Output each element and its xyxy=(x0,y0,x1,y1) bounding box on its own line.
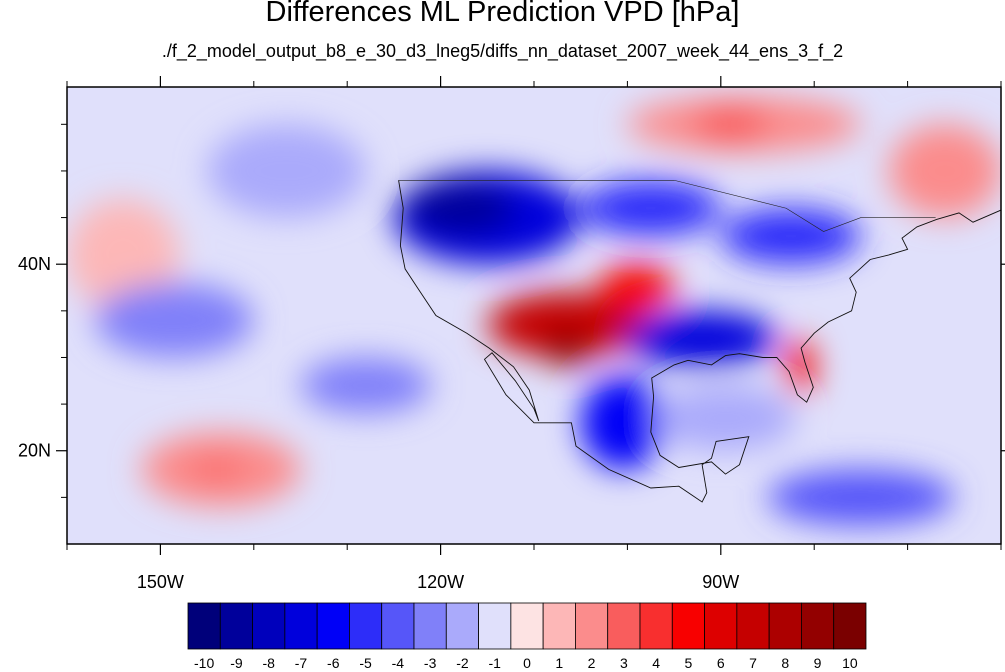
coastline-outline xyxy=(398,179,1001,503)
region-northwest-core xyxy=(403,180,516,237)
colorbar-label: -6 xyxy=(327,655,340,671)
region-east-pacific-low xyxy=(95,282,254,358)
colorbar-label: 6 xyxy=(717,655,725,671)
region-northeast-pacific-high xyxy=(692,105,768,143)
map-subtitle: ./f_2_model_output_b8_e_30_d3_lneg5/diff… xyxy=(161,41,844,61)
region-southwest-high xyxy=(487,292,647,358)
colorbar-label: -1 xyxy=(488,655,501,671)
colorbar-label: 1 xyxy=(555,655,563,671)
y-tick-label: 20N xyxy=(18,441,51,461)
map-plot-area[interactable] xyxy=(67,87,1001,544)
colorbar-swatch xyxy=(768,602,802,650)
colorbar-swatch xyxy=(219,602,253,650)
y-tick-label: 40N xyxy=(18,254,51,274)
colorbar-label: 7 xyxy=(749,655,757,671)
colorbar-label: 5 xyxy=(685,655,693,671)
colorbar-label: 4 xyxy=(652,655,660,671)
vpd-difference-field xyxy=(67,96,1001,526)
colorbar-swatch xyxy=(510,602,544,650)
colorbar-swatch xyxy=(316,602,350,650)
colorbar-swatch xyxy=(704,602,738,650)
colorbar-label: 10 xyxy=(842,655,858,671)
region-florida-high xyxy=(786,338,815,395)
north-america-coastline xyxy=(398,180,1001,503)
colorbar-label: -3 xyxy=(424,655,437,671)
region-great-lakes-low xyxy=(720,208,861,265)
region-hawaii-core xyxy=(188,460,245,479)
region-north-pacific-low xyxy=(207,124,366,218)
colorbar-swatch xyxy=(671,602,705,650)
colorbar-swatch xyxy=(445,602,479,650)
region-plains-high xyxy=(599,264,675,311)
region-southwest-core xyxy=(543,329,591,367)
colorbar-label: 2 xyxy=(588,655,596,671)
region-atlantic-high xyxy=(888,124,1001,218)
colorbar-swatch xyxy=(381,602,415,650)
colorbar-swatch xyxy=(639,602,673,650)
x-tick-label: 150W xyxy=(137,572,184,592)
colorbar-swatch xyxy=(542,602,576,650)
colorbar: -10 -9 -8 -7 -6 -5 -4 -3 -2 -1 0 1 2 3 4 5 6 7 8 9 10 xyxy=(187,602,867,671)
colorbar-label: -4 xyxy=(392,655,405,671)
colorbar-swatch xyxy=(187,602,221,650)
colorbar-label: -2 xyxy=(456,655,469,671)
colorbar-label: -9 xyxy=(230,655,243,671)
colorbar-swatch xyxy=(284,602,318,650)
colorbar-swatch xyxy=(413,602,447,650)
region-caribbean-low xyxy=(767,469,955,526)
region-southeast-low xyxy=(627,310,777,367)
colorbar-label: -10 xyxy=(194,655,214,671)
region-central-pacific-low xyxy=(300,357,432,414)
colorbar-swatch xyxy=(736,602,770,650)
colorbar-label: -7 xyxy=(295,655,308,671)
colorbar-swatch xyxy=(801,602,835,650)
region-gulf-low xyxy=(655,385,796,451)
colorbar-swatch xyxy=(833,602,867,650)
region-mexico-low xyxy=(580,376,665,470)
colorbar-swatch xyxy=(349,602,383,650)
map-title: Differences ML Prediction VPD [hPa] xyxy=(265,0,740,28)
colorbar-label: 9 xyxy=(814,655,822,671)
colorbar-label: -8 xyxy=(262,655,275,671)
region-pacific-positive-west xyxy=(67,198,180,311)
colorbar-label: 8 xyxy=(781,655,789,671)
colorbar-label: -5 xyxy=(359,655,372,671)
colorbar-label: 0 xyxy=(523,655,531,671)
colorbar-swatch xyxy=(252,602,286,650)
colorbar-swatch xyxy=(607,602,641,650)
region-northern-plains-low xyxy=(580,180,721,237)
us-canada-border xyxy=(398,179,936,232)
x-tick-label: 90W xyxy=(702,572,739,592)
map-axis-ticks: 150W 120W 90W 40N 20N xyxy=(18,76,1005,592)
colorbar-label: 3 xyxy=(620,655,628,671)
x-tick-label: 120W xyxy=(417,572,464,592)
colorbar-swatch xyxy=(478,602,512,650)
colorbar-swatch xyxy=(575,602,609,650)
